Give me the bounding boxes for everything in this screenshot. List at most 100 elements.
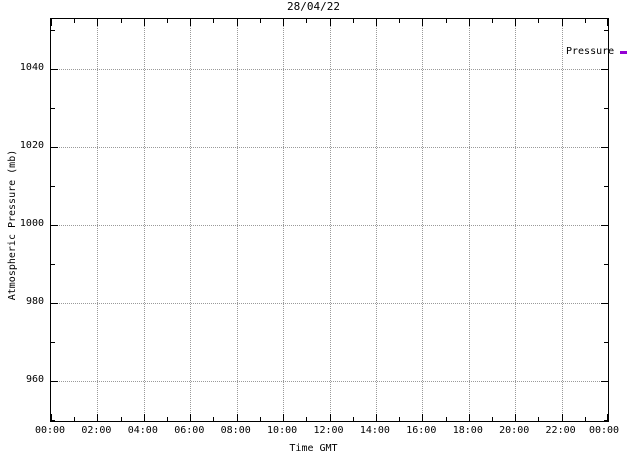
x-axis-tick-top-minor [259, 19, 261, 23]
gridline-horizontal [51, 225, 608, 226]
y-axis-title: Atmospheric Pressure (mb) [7, 149, 18, 301]
x-axis-label: 00:00 [34, 425, 66, 436]
y-axis-tick [51, 225, 58, 226]
y-axis-tick-minor [51, 264, 55, 265]
x-axis-tick-top-minor [399, 19, 401, 23]
x-axis-label: 16:00 [406, 425, 437, 436]
x-axis-tick [468, 414, 470, 421]
plot-inner [51, 19, 608, 421]
x-axis-tick-top [515, 19, 517, 26]
x-axis-tick [329, 414, 331, 421]
x-axis-label: 10:00 [267, 425, 298, 436]
x-axis-tick-top-minor [167, 19, 169, 23]
x-axis-label: 12:00 [313, 425, 344, 436]
y-axis-label: 980 [25, 296, 44, 307]
x-axis-tick-minor [491, 417, 493, 421]
x-axis-tick [236, 414, 238, 421]
y-axis-tick-right [601, 225, 608, 226]
x-axis-tick [515, 414, 517, 421]
x-axis-tick-minor [352, 417, 354, 421]
y-axis-label: 1020 [19, 140, 44, 151]
x-axis-tick-top [190, 19, 192, 26]
y-axis-tick-minor [51, 420, 55, 421]
y-axis-tick-right [601, 69, 608, 70]
gridline-vertical [422, 19, 424, 421]
x-axis-tick [143, 414, 145, 421]
x-axis-tick-top [236, 19, 238, 26]
y-axis-tick-right [601, 303, 608, 304]
legend-item-pressure-label: Pressure [566, 46, 615, 57]
x-axis-tick-minor [74, 417, 76, 421]
x-axis-tick-minor [306, 417, 308, 421]
y-axis-tick [51, 147, 58, 148]
y-axis-tick-minor [51, 186, 55, 187]
x-axis-tick-minor [584, 417, 586, 421]
x-axis-label: 08:00 [220, 425, 251, 436]
x-axis-tick-minor [399, 417, 401, 421]
x-axis-tick-top-minor [491, 19, 493, 23]
y-axis-tick [51, 381, 58, 382]
y-axis-tick-minor [51, 342, 55, 343]
x-axis-tick-top [422, 19, 424, 26]
gridline-vertical [561, 19, 563, 421]
gridline-vertical [468, 19, 470, 421]
y-axis-tick-right-minor [604, 186, 608, 187]
gridline-vertical [143, 19, 145, 421]
gridline-horizontal [51, 147, 608, 148]
gridline-vertical [329, 19, 331, 421]
x-axis-tick-top-minor [120, 19, 122, 23]
x-axis-tick-minor [120, 417, 122, 421]
x-axis-title: Time GMT [289, 443, 338, 454]
y-axis-tick [51, 69, 58, 70]
x-axis-tick-top-minor [213, 19, 215, 23]
gridline-vertical [375, 19, 377, 421]
gridline-horizontal [51, 69, 608, 70]
y-axis-label: 960 [25, 374, 44, 385]
y-axis-label: 1000 [19, 218, 44, 229]
x-axis-tick [190, 414, 192, 421]
x-axis-label: 18:00 [452, 425, 483, 436]
x-axis-tick [375, 414, 377, 421]
gridline-vertical [283, 19, 285, 421]
y-axis-tick-right-minor [604, 30, 608, 31]
y-axis-tick-right-minor [604, 420, 608, 421]
x-axis-label: 02:00 [81, 425, 112, 436]
x-axis-tick-top [607, 19, 608, 26]
x-axis-tick-top-minor [538, 19, 540, 23]
gridline-horizontal [51, 381, 608, 382]
x-axis-label: 22:00 [545, 425, 576, 436]
x-axis-label: 20:00 [499, 425, 530, 436]
x-axis-tick [607, 414, 608, 421]
y-axis-tick-right [601, 381, 608, 382]
x-axis-tick-top-minor [306, 19, 308, 23]
x-axis-tick-minor [167, 417, 169, 421]
y-axis-tick-minor [51, 108, 55, 109]
x-axis-label: 14:00 [359, 425, 390, 436]
gridline-vertical [515, 19, 517, 421]
x-axis-label: 06:00 [174, 425, 205, 436]
x-axis-tick-top-minor [584, 19, 586, 23]
x-axis-tick-top [143, 19, 145, 26]
x-axis-tick [283, 414, 285, 421]
y-axis-tick-right-minor [604, 264, 608, 265]
chart-title: 28/04/22 [287, 0, 340, 13]
y-axis-label: 1040 [19, 62, 44, 73]
x-axis-tick-minor [538, 417, 540, 421]
x-axis-tick-top [97, 19, 99, 26]
y-axis-tick-right-minor [604, 108, 608, 109]
y-axis-tick [51, 303, 58, 304]
x-axis-tick [561, 414, 563, 421]
gridline-vertical [190, 19, 192, 421]
x-axis-label: 04:00 [127, 425, 158, 436]
x-axis-label: 00:00 [588, 425, 620, 436]
x-axis-tick-top [51, 19, 52, 26]
chart-legend: Pressure [566, 45, 627, 59]
x-axis-tick [51, 414, 52, 421]
x-axis-tick [422, 414, 424, 421]
x-axis-tick-minor [213, 417, 215, 421]
gridline-horizontal [51, 303, 608, 304]
x-axis-tick-top [329, 19, 331, 26]
x-axis-tick-minor [445, 417, 447, 421]
x-axis-tick-top [468, 19, 470, 26]
gridline-vertical [97, 19, 99, 421]
